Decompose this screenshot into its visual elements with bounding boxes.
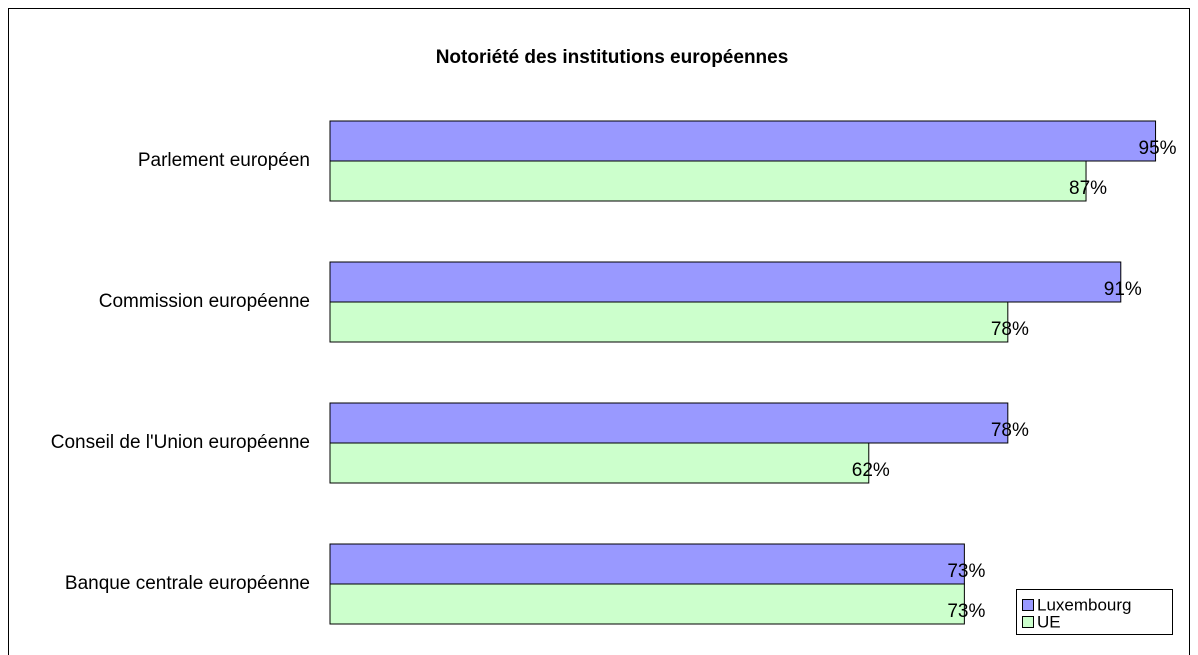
bar <box>329 583 965 625</box>
bar <box>329 301 1009 343</box>
bar <box>329 160 1087 202</box>
chart-border <box>8 8 1190 655</box>
data-label: 91% <box>1104 279 1142 300</box>
bar <box>329 261 1122 303</box>
data-label: 95% <box>1139 138 1177 159</box>
legend-box <box>1016 589 1173 635</box>
bar <box>329 402 1009 444</box>
legend-label: UE <box>1037 612 1061 631</box>
category-label-box: Commission européenne <box>10 262 310 342</box>
bar <box>329 442 870 484</box>
category-label: Parlement européen <box>137 150 310 171</box>
chart-title: Notoriété des institutions européennes <box>436 47 789 68</box>
data-label: 73% <box>947 561 985 582</box>
data-label: 62% <box>852 460 890 481</box>
legend-label: Luxembourg <box>1037 595 1132 614</box>
legend-swatch <box>1022 599 1034 611</box>
legend-swatch <box>1022 616 1034 628</box>
category-label: Banque centrale européenne <box>64 573 310 594</box>
category-label-box: Banque centrale européenne <box>10 544 310 624</box>
category-label: Conseil de l'Union européenne <box>50 432 310 453</box>
category-label-box: Parlement européen <box>10 121 310 201</box>
category-label: Commission européenne <box>98 291 310 312</box>
data-label: 78% <box>991 420 1029 441</box>
bar <box>329 120 1157 162</box>
bar <box>329 543 965 585</box>
data-label: 87% <box>1069 178 1107 199</box>
data-label: 73% <box>947 601 985 622</box>
category-label-box: Conseil de l'Union européenne <box>10 403 310 483</box>
data-label: 78% <box>991 319 1029 340</box>
